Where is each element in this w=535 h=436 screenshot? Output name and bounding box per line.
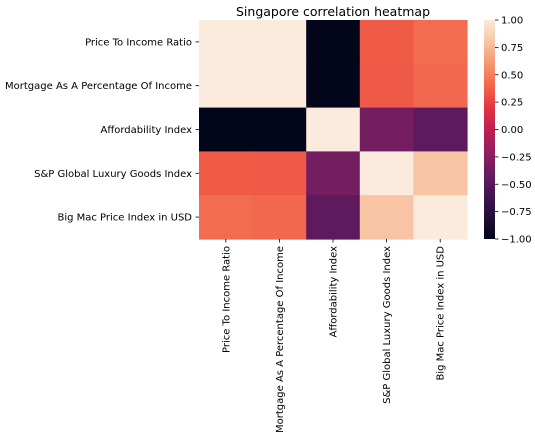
heatmap-cell [359, 107, 414, 152]
heatmap-cell [413, 195, 468, 240]
column-label: Affordability Index [329, 246, 340, 338]
heatmap-cell [306, 195, 361, 240]
colorbar-tick-label: −0.75 [501, 207, 532, 218]
heatmap-cell [252, 151, 307, 196]
heatmap-cell [252, 107, 307, 152]
heatmap-cell [306, 107, 361, 152]
row-label: Big Mac Price Index in USD [57, 213, 192, 224]
colorbar-tick-label: −0.25 [501, 152, 532, 163]
column-labels: Price To Income Ratio Mortgage As A Perce… [221, 239, 447, 433]
heatmap-cell [199, 20, 254, 65]
heatmap-cell [359, 63, 414, 109]
heatmap-cell [306, 63, 361, 109]
heatmap-cell [413, 63, 468, 109]
row-label: Mortgage As A Percentage Of Income [5, 81, 192, 92]
colorbar-tick-label: 0.00 [501, 125, 523, 136]
heatmap-cell [252, 195, 307, 240]
heatmap-cell [199, 63, 254, 109]
heatmap-cell [359, 20, 414, 65]
column-label: Price To Income Ratio [221, 246, 232, 353]
heatmap-cell [359, 151, 414, 196]
colorbar-tick-label: 0.75 [501, 43, 523, 54]
heatmap-cell [199, 151, 254, 196]
colorbar-tick-label: 0.50 [501, 70, 523, 81]
heatmap-cell [413, 151, 468, 196]
heatmap-cell [413, 20, 468, 65]
row-label: S&P Global Luxury Goods Index [34, 169, 192, 180]
heatmap-cell [306, 151, 361, 196]
colorbar-tick-label: 1.00 [501, 16, 523, 27]
colorbar-tick-label: −1.00 [501, 235, 532, 246]
colorbar [484, 20, 495, 239]
chart-title: Singapore correlation heatmap [236, 4, 430, 19]
colorbar-tick-label: −0.50 [501, 180, 532, 191]
row-label: Affordability Index [101, 125, 193, 136]
heatmap-cell [359, 195, 414, 240]
column-label: Mortgage As A Percentage Of Income [275, 246, 286, 433]
heatmap-cell [199, 107, 254, 152]
heatmap-cell [413, 107, 468, 152]
heatmap-cell [199, 195, 254, 240]
heatmap-cell [252, 20, 307, 65]
colorbar-ticks: 1.00 0.75 0.50 0.25 0.00 −0.25 −0.50 −0.75 −1.00 [495, 16, 532, 246]
heatmap-cell [252, 63, 307, 109]
row-labels: Price To Income Ratio Mortgage As A Perce… [5, 37, 199, 224]
heatmap-cell [306, 20, 361, 65]
column-label: S&P Global Luxury Goods Index [382, 246, 393, 404]
heatmap-cells [199, 20, 468, 240]
colorbar-tick-label: 0.25 [501, 98, 523, 109]
column-label: Big Mac Price Index in USD [436, 246, 447, 381]
row-label: Price To Income Ratio [85, 37, 192, 48]
